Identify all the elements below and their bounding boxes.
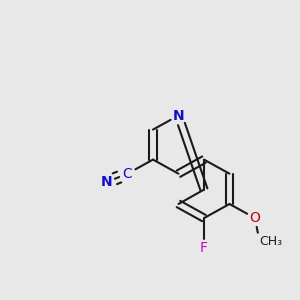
Text: N: N (173, 109, 184, 122)
Text: C: C (123, 167, 132, 181)
Text: F: F (200, 241, 208, 254)
Text: N: N (101, 175, 112, 189)
Text: O: O (250, 211, 260, 225)
Text: CH₃: CH₃ (260, 235, 283, 248)
